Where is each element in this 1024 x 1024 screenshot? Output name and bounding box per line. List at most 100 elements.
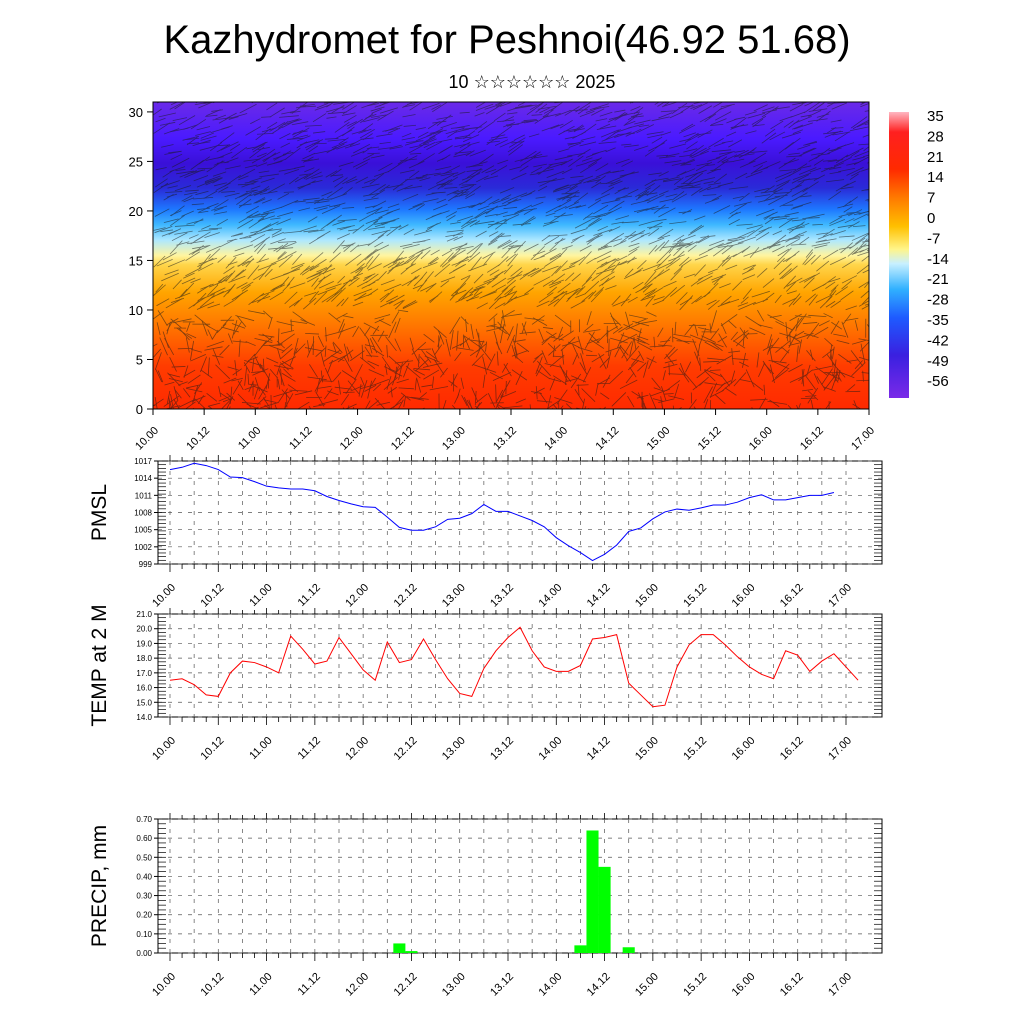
x-tick-label: 10.00 — [150, 582, 178, 610]
x-tick-label: 13.00 — [440, 582, 468, 610]
pmsl-series-line — [169, 462, 835, 562]
x-tick-label: 11.12 — [296, 582, 323, 609]
temperature-panel: 21.0 20.0 19.0 18.0 17.0 16.0 15.0 14.0 10.00 10.… — [88, 604, 883, 763]
x-tick-label: 10.00 — [150, 971, 178, 999]
x-tick-label: 16.00 — [747, 425, 775, 453]
y-tick-label: 1017 — [134, 457, 152, 466]
x-tick-label: 16.00 — [730, 582, 758, 610]
x-tick-label: 11.00 — [236, 425, 263, 452]
x-tick-label: 12.00 — [338, 425, 366, 453]
x-tick-label: 15.00 — [633, 735, 661, 763]
colorbar-label: -21 — [927, 271, 949, 288]
x-tick-label: 15.00 — [633, 582, 661, 610]
heatmap-field — [153, 102, 869, 409]
x-tick-label: 10.00 — [150, 735, 178, 763]
colorbar-strip — [889, 112, 909, 398]
precip-bar — [586, 830, 599, 953]
colorbar-label: -28 — [927, 292, 949, 309]
colorbar-label: 14 — [927, 169, 944, 186]
y-tick-label: 20.0 — [136, 625, 152, 634]
x-tick-label: 14.00 — [542, 425, 570, 453]
y-tick-label: 1005 — [134, 526, 152, 535]
colorbar-label: 7 — [927, 190, 935, 207]
x-tick-label: 14.00 — [536, 971, 564, 999]
y-tick-label: 0.20 — [136, 911, 152, 920]
x-tick-label: 15.12 — [681, 582, 709, 610]
x-tick-label: 15.12 — [681, 735, 709, 763]
x-tick-label: 17.00 — [849, 425, 877, 453]
y-tick-label: 0.60 — [136, 834, 152, 843]
x-tick-label: 12.00 — [343, 971, 371, 999]
y-tick-label: 18.0 — [136, 654, 152, 663]
colorbar-label: -49 — [927, 353, 949, 370]
x-tick-label: 16.12 — [778, 582, 806, 610]
x-tick-label: 17.00 — [826, 971, 854, 999]
x-tick-label: 13.00 — [440, 735, 468, 763]
y-tick-label: 30 — [129, 105, 143, 120]
x-tick-label: 16.12 — [778, 971, 806, 999]
x-tick-label: 11.00 — [247, 735, 274, 762]
x-tick-label: 13.00 — [440, 971, 468, 999]
x-tick-label: 14.00 — [536, 735, 564, 763]
y-tick-label: 15 — [129, 253, 143, 268]
y-tick-label: 0.00 — [136, 949, 152, 958]
x-tick-label: 13.12 — [488, 582, 516, 610]
x-tick-label: 15.00 — [645, 425, 673, 453]
precipitation-panel: 0.70 0.60 0.50 0.40 0.30 0.20 0.10 0.00 10.00 10.… — [88, 813, 883, 999]
x-tick-label: 10.12 — [198, 735, 226, 763]
colorbar-label: -14 — [927, 251, 949, 268]
colorbar-label: 35 — [927, 108, 944, 125]
x-tick-label: 13.00 — [440, 425, 468, 453]
y-axis-label: PRECIP, mm — [88, 825, 111, 947]
y-axis-label: PMSL — [88, 484, 111, 541]
x-tick-label: 11.12 — [296, 735, 323, 762]
colorbar: 35 28 21 14 7 0 -7 -14 -21 -28 -35 -42 -49 -56 — [889, 108, 949, 398]
x-tick-label: 10.00 — [133, 425, 161, 453]
x-tick-label: 13.12 — [488, 735, 516, 763]
wind-vectors — [153, 102, 869, 409]
y-tick-label: 0.40 — [136, 872, 152, 881]
y-tick-label: 1014 — [134, 474, 152, 483]
y-tick-label: 0.10 — [136, 930, 152, 939]
x-tick-label: 11.12 — [296, 971, 323, 998]
plot-frame — [157, 613, 883, 718]
x-tick-label: 15.12 — [696, 425, 724, 453]
x-tick-label: 17.00 — [826, 582, 854, 610]
colorbar-label: -42 — [927, 332, 949, 349]
y-tick-label: 21.0 — [136, 610, 152, 619]
colorbar-label: 0 — [927, 210, 935, 227]
y-tick-label: 20 — [129, 204, 143, 219]
temperature-heatmap-panel: 0 5 10 15 20 25 30 10.00 10.12 11.00 11.12 12.00 12.… — [129, 101, 877, 453]
x-tick-label: 13.12 — [491, 425, 519, 453]
x-tick-label: 10.12 — [184, 425, 212, 453]
y-tick-label: 0.30 — [136, 892, 152, 901]
y-tick-label: 1008 — [134, 509, 152, 518]
x-tick-label: 17.00 — [826, 735, 854, 763]
y-axis-label: TEMP at 2 M — [88, 604, 111, 726]
chart-title: Kazhydromet for Peshnoi(46.92 51.68) — [163, 18, 851, 62]
pmsl-panel: 1017 1014 1011 1008 1005 1002 999 10.00 10.12 11.… — [88, 455, 883, 610]
precip-bar — [393, 943, 406, 953]
y-tick-label: 999 — [139, 560, 153, 569]
x-tick-label: 10.12 — [198, 971, 226, 999]
y-tick-label: 16.0 — [136, 684, 152, 693]
y-tick-label: 15.0 — [136, 698, 152, 707]
x-tick-label: 14.12 — [585, 735, 613, 763]
x-tick-label: 14.12 — [593, 425, 621, 453]
x-tick-label: 12.00 — [343, 582, 371, 610]
y-tick-label: 19.0 — [136, 639, 152, 648]
x-tick-label: 14.12 — [585, 971, 613, 999]
x-tick-label: 15.12 — [681, 971, 709, 999]
colorbar-label: -7 — [927, 230, 940, 247]
x-tick-label: 14.12 — [585, 582, 613, 610]
x-tick-label: 16.12 — [778, 735, 806, 763]
x-tick-label: 11.12 — [287, 425, 314, 452]
colorbar-label: -35 — [927, 312, 949, 329]
colorbar-label: -56 — [927, 373, 949, 390]
y-tick-label: 0 — [136, 402, 143, 417]
y-tick-label: 5 — [136, 352, 143, 367]
precip-bar — [598, 866, 611, 953]
precip-bar — [574, 945, 587, 953]
x-tick-label: 12.00 — [343, 735, 371, 763]
